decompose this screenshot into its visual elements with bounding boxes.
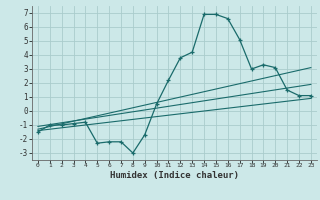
X-axis label: Humidex (Indice chaleur): Humidex (Indice chaleur)	[110, 171, 239, 180]
